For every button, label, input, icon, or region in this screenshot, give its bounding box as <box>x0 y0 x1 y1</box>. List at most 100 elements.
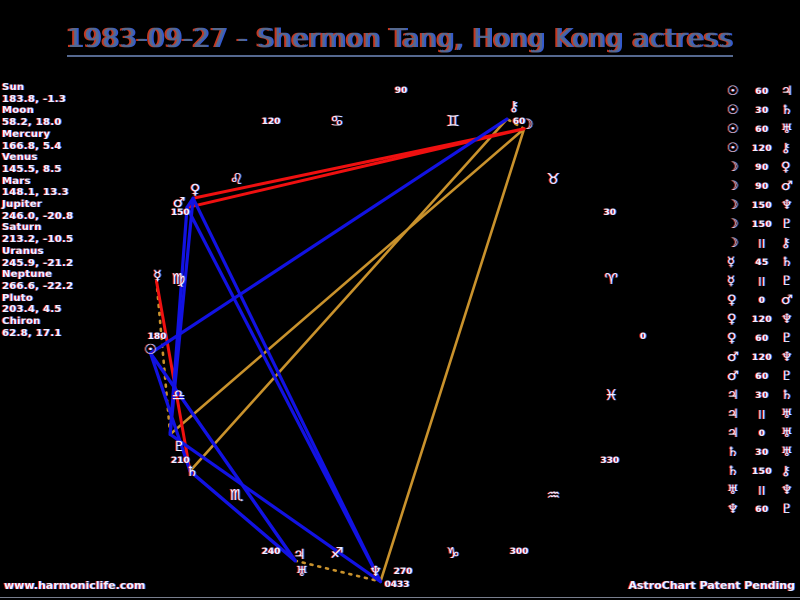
jupiter-icon: ♃ <box>781 84 793 99</box>
planet-name-sun: Sun <box>2 82 25 93</box>
degree-label-300: 300 <box>509 546 529 557</box>
pisces-sign-icon: ♓ <box>604 385 619 404</box>
planet-coords-sun: 183.8, -1.3 <box>2 93 67 105</box>
degree-label-60: 60 <box>512 117 526 128</box>
aspect-row-jupiter-saturn: ♃ 30 ♄ <box>727 386 797 405</box>
uranus-glyph-icon: ♅ <box>295 563 309 580</box>
title-bar: 1983-09-27 - Shermon Tang, Hong Kong act… <box>0 24 800 57</box>
aspect-row-sun-jupiter: ☉ 60 ♃ <box>727 82 797 101</box>
planet-coords-moon: 58.2, 18.0 <box>2 117 62 129</box>
aspect-row-jupiter-uranus: ♃ 0 ♅ <box>727 424 797 443</box>
aspect-row-neptune-pluto: ♆ 60 ♇ <box>727 500 797 519</box>
aspect-angle: 45 <box>755 257 769 268</box>
mercury-icon: ☿ <box>727 274 735 289</box>
moon-icon: ☽ <box>727 236 739 251</box>
sun-icon: ☉ <box>727 84 739 99</box>
website-watermark: www.harmoniclife.com <box>4 579 146 592</box>
aspect-line-moon-90-mars <box>185 127 526 210</box>
degree-label-240: 240 <box>261 546 281 557</box>
aspect-angle: 60 <box>755 504 769 515</box>
neptune-icon: ♆ <box>727 502 739 517</box>
degree-label-330: 330 <box>600 456 620 466</box>
saturn-icon: ♄ <box>727 445 739 460</box>
gemini-sign-icon: ♊ <box>446 111 460 130</box>
aspect-row-mercury-saturn: ☿ 45 ♄ <box>727 253 797 272</box>
degree-label-270: 270 <box>393 567 413 577</box>
chiron-icon: ⚷ <box>781 141 791 156</box>
sun-icon: ☉ <box>727 122 739 137</box>
aspect-line-uranus-parallel-neptune <box>293 559 382 583</box>
aspect-row-venus-neptune: ♀ 120 ♆ <box>727 310 797 329</box>
sun-glyph-icon: ☉ <box>144 342 157 359</box>
jupiter-icon: ♃ <box>727 426 739 441</box>
neptune-icon: ♆ <box>781 350 793 365</box>
aspect-row-moon-pluto: ☽ 150 ♇ <box>727 215 797 234</box>
pluto-icon: ♇ <box>781 502 793 517</box>
aspect-line-saturn-150-chiron <box>188 117 509 473</box>
aspect-line-moon-parallel-chiron <box>505 117 526 131</box>
planet-coords-mercury: 166.8, 5.4 <box>2 140 62 152</box>
mars-icon: ♂ <box>727 369 739 384</box>
aspect-line-mars-60-pluto <box>168 205 189 436</box>
chiron-icon: ⚷ <box>781 236 791 251</box>
aspect-row-venus-mars: ♀ 0 ♂ <box>727 291 797 310</box>
aspect-row-moon-neptune: ☽ 150 ♆ <box>727 196 797 215</box>
aspect-angle: 120 <box>751 143 773 154</box>
planet-name-moon: Moon <box>2 105 35 117</box>
sagittarius-sign-icon: ♐ <box>330 544 344 563</box>
saturn-icon: ♄ <box>781 103 793 118</box>
uranus-icon: ♅ <box>727 483 739 498</box>
pluto-icon: ♇ <box>781 369 793 384</box>
aspect-angle: 30 <box>755 390 769 401</box>
aspect-line-sun-120-chiron <box>148 117 509 355</box>
libra-sign-icon: ♎ <box>171 385 186 404</box>
aspect-angle: 60 <box>755 371 769 382</box>
chiron-icon: ⚷ <box>781 464 791 479</box>
moon-icon: ☽ <box>727 198 739 213</box>
planet-name-pluto: Pluto <box>2 292 34 304</box>
aspect-row-sun-uranus: ☉ 60 ♅ <box>727 120 797 139</box>
moon-glyph-icon: ☽ <box>520 116 534 133</box>
uranus-icon: ♅ <box>781 407 793 422</box>
capricorn-sign-icon: ♑ <box>446 544 460 563</box>
leo-sign-icon: ♌ <box>229 169 244 188</box>
jupiter-icon: ♃ <box>727 407 739 422</box>
uranus-icon: ♅ <box>781 426 793 441</box>
aspect-angle: || <box>758 238 766 249</box>
planet-coords-uranus: 245.9, -21.2 <box>2 257 74 269</box>
aspect-angle: 120 <box>751 352 773 363</box>
patent-notice: AstroChart Patent Pending <box>628 579 795 592</box>
aspect-row-sun-chiron: ☉ 120 ⚷ <box>727 139 797 158</box>
aspect-row-sun-saturn: ☉ 30 ♄ <box>727 101 797 120</box>
chiron-glyph-icon: ⚷ <box>508 99 520 116</box>
aspect-line-mercury-parallel-pluto <box>155 279 172 436</box>
neptune-icon: ♆ <box>781 198 793 213</box>
moon-icon: ☽ <box>727 160 739 175</box>
pluto-icon: ♇ <box>781 274 793 289</box>
aspect-row-mars-pluto: ♂ 60 ♇ <box>727 367 797 386</box>
sun-icon: ☉ <box>727 103 739 118</box>
planet-coords-neptune: 266.6, -22.2 <box>2 280 74 292</box>
saturn-icon: ♄ <box>727 464 739 479</box>
planet-name-chiron: Chiron <box>2 316 41 328</box>
aspect-angle: || <box>758 409 766 420</box>
degree-label-30: 30 <box>603 208 617 218</box>
mercury-icon: ☿ <box>727 255 735 270</box>
degree-label-90: 90 <box>394 86 408 96</box>
aspect-row-saturn-chiron: ♄ 150 ⚷ <box>727 462 797 481</box>
aspect-angle: 120 <box>751 314 773 325</box>
planet-name-mercury: Mercury <box>2 128 51 140</box>
sun-icon: ☉ <box>727 141 739 156</box>
saturn-icon: ♄ <box>781 255 793 270</box>
aspect-row-venus-pluto: ♀ 60 ♇ <box>727 329 797 348</box>
planet-name-neptune: Neptune <box>2 269 53 281</box>
neptune-glyph-icon: ♆ <box>369 563 382 580</box>
aspect-row-moon-mars: ☽ 90 ♂ <box>727 177 797 196</box>
aspect-angle: 60 <box>755 333 769 344</box>
degree-label-180: 180 <box>147 332 167 342</box>
page-title: 1983-09-27 - Shermon Tang, Hong Kong act… <box>66 24 734 57</box>
aspect-angle: || <box>758 485 766 496</box>
jupiter-glyph-icon: ♃ <box>293 546 306 563</box>
